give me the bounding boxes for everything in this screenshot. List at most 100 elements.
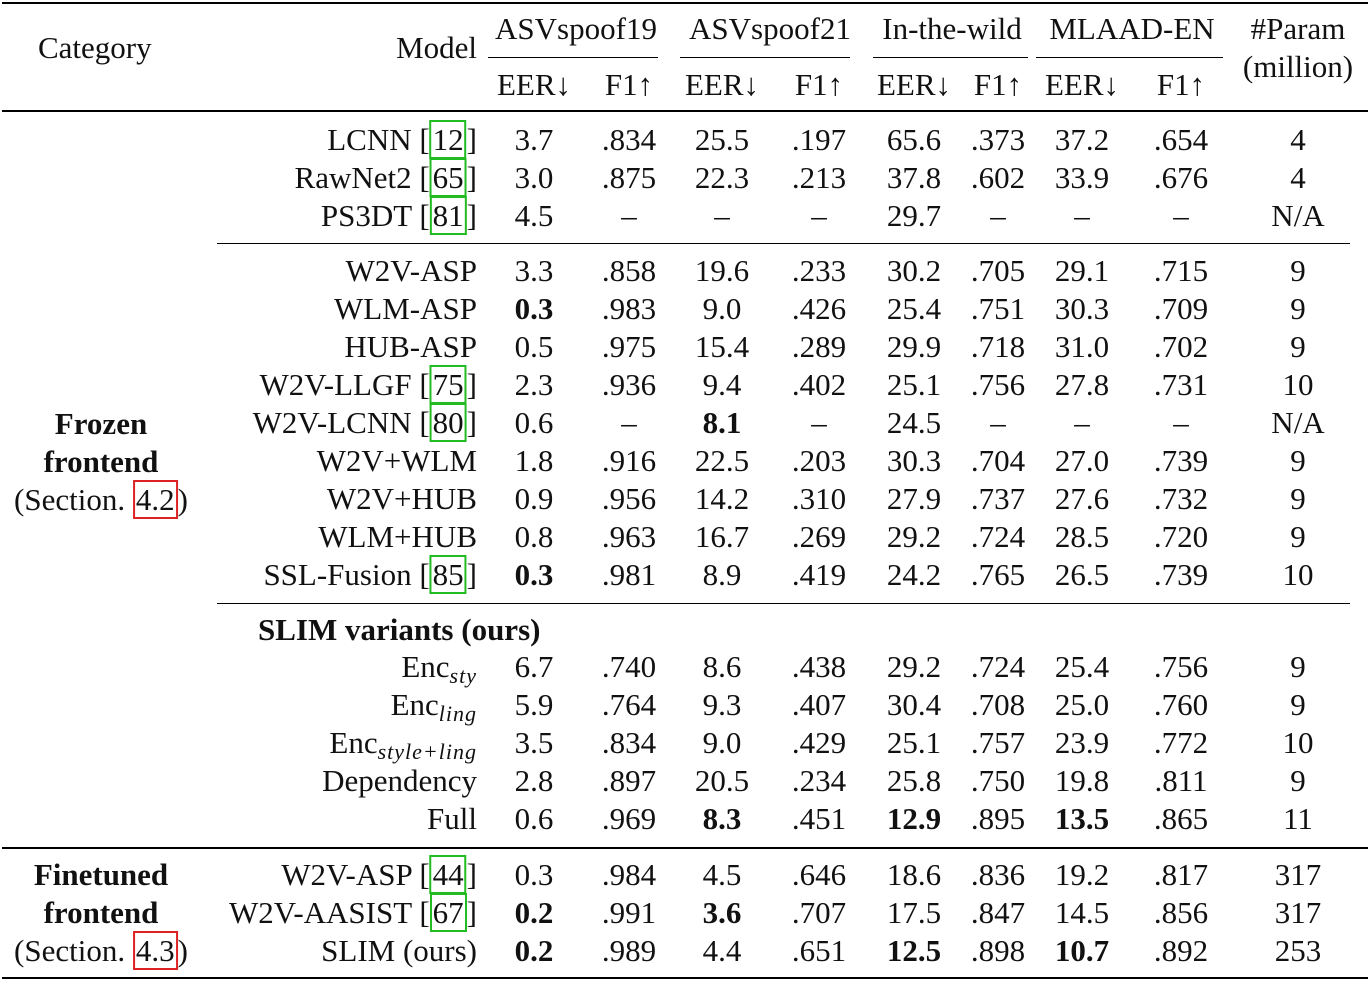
eer-cell: 9.4 <box>702 367 742 402</box>
model-name: Dependency <box>322 762 477 800</box>
eer-cell: 4.5 <box>702 857 742 892</box>
param-cell: 9 <box>1290 481 1306 516</box>
eer-cell: 0.3 <box>514 557 554 592</box>
citation-link[interactable]: 44 <box>429 855 467 894</box>
eer-cell: 29.2 <box>886 649 942 684</box>
citation-link[interactable]: 75 <box>429 365 467 404</box>
f1-cell: .373 <box>970 122 1026 157</box>
f1-cell: .731 <box>1153 367 1209 402</box>
eer-cell: 8.1 <box>702 405 742 440</box>
f1-cell: – <box>621 198 637 233</box>
finetuned-rule <box>2 847 1368 849</box>
f1-cell: .705 <box>970 253 1026 288</box>
dataset-underline <box>488 57 658 58</box>
eer-cell: 19.8 <box>1054 763 1110 798</box>
section-ref-link[interactable]: 4.2 <box>132 480 178 519</box>
dataset-underline <box>680 57 850 58</box>
model-label: W2V-LLGF [ <box>259 367 430 402</box>
eer-cell: 22.5 <box>694 443 750 478</box>
eer-cell: 0.8 <box>514 519 554 554</box>
f1-cell: .269 <box>791 519 847 554</box>
f1-cell: .858 <box>601 253 657 288</box>
eer-cell: 27.6 <box>1054 481 1110 516</box>
model-name: Encstyle+ling <box>329 724 477 764</box>
eer-cell: 22.3 <box>694 160 750 195</box>
model-label: SLIM (ours) <box>321 933 477 968</box>
param-cell: 4 <box>1290 160 1306 195</box>
citation-link[interactable]: 67 <box>429 893 467 932</box>
bottom-rule <box>2 977 1368 979</box>
eer-cell: 0.9 <box>514 481 554 516</box>
citation-bracket: ] <box>466 557 477 592</box>
f1-cell: .750 <box>970 763 1026 798</box>
model-name: W2V-LLGF [75] <box>259 365 477 404</box>
citation-link[interactable]: 85 <box>429 555 467 594</box>
f1-cell: – <box>1173 405 1189 440</box>
f1-cell: .402 <box>791 367 847 402</box>
eer-cell: 16.7 <box>694 519 750 554</box>
header-category: Category <box>38 30 152 65</box>
f1-cell: .984 <box>601 857 657 892</box>
eer-cell: 3.0 <box>514 160 554 195</box>
model-name: W2V-LCNN [80] <box>253 403 477 442</box>
model-label: PS3DT [ <box>320 198 430 233</box>
eer-cell: 29.9 <box>886 329 942 364</box>
section-ref-link[interactable]: 4.3 <box>132 931 178 970</box>
param-cell: 9 <box>1290 443 1306 478</box>
model-name: LCNN [12] <box>327 120 477 159</box>
eer-cell: 1.8 <box>514 443 554 478</box>
param-cell: 10 <box>1282 725 1314 760</box>
param-cell: 10 <box>1282 367 1314 402</box>
top-rule <box>2 2 1368 4</box>
eer-cell: 4.5 <box>514 198 554 233</box>
f1-cell: .740 <box>601 649 657 684</box>
param-cell: N/A <box>1271 198 1325 233</box>
header-eer: EER↓ <box>684 67 760 102</box>
f1-cell: .451 <box>791 801 847 836</box>
f1-cell: .429 <box>791 725 847 760</box>
model-label: W2V-AASIST [ <box>229 895 430 930</box>
f1-cell: .708 <box>970 687 1026 722</box>
header-eer: EER↓ <box>1044 67 1120 102</box>
citation-link[interactable]: 81 <box>429 196 467 235</box>
group-finetuned-section: (Section. 4.3) <box>14 931 188 970</box>
f1-cell: .834 <box>601 122 657 157</box>
f1-cell: – <box>990 405 1006 440</box>
model-name: SSL-Fusion [85] <box>263 555 477 594</box>
citation-link[interactable]: 12 <box>429 120 467 159</box>
model-label: SSL-Fusion [ <box>263 557 430 592</box>
eer-cell: 8.9 <box>702 557 742 592</box>
eer-cell: 26.5 <box>1054 557 1110 592</box>
citation-bracket: ] <box>466 367 477 402</box>
f1-cell: .213 <box>791 160 847 195</box>
eer-cell: 0.2 <box>514 895 554 930</box>
section-rule <box>217 243 1350 244</box>
eer-cell: 12.9 <box>886 801 942 836</box>
f1-cell: .811 <box>1154 763 1208 798</box>
eer-cell: 18.6 <box>886 857 942 892</box>
eer-cell: 25.5 <box>694 122 750 157</box>
f1-cell: .724 <box>970 649 1026 684</box>
eer-cell: 27.9 <box>886 481 942 516</box>
eer-cell: 25.0 <box>1054 687 1110 722</box>
citation-link[interactable]: 80 <box>429 403 467 442</box>
eer-cell: 19.6 <box>694 253 750 288</box>
f1-cell: .407 <box>791 687 847 722</box>
eer-cell: 4.4 <box>702 933 742 968</box>
model-name: WLM-ASP <box>334 290 477 328</box>
model-name: PS3DT [81] <box>320 196 477 235</box>
param-cell: 9 <box>1290 687 1306 722</box>
eer-cell: 8.3 <box>702 801 742 836</box>
f1-cell: .895 <box>970 801 1026 836</box>
f1-cell: .764 <box>601 687 657 722</box>
eer-cell: 9.3 <box>702 687 742 722</box>
f1-cell: .732 <box>1153 481 1209 516</box>
model-name: W2V-AASIST [67] <box>229 893 477 932</box>
model-label: RawNet2 [ <box>294 160 430 195</box>
param-cell: 253 <box>1274 933 1322 968</box>
param-cell: 4 <box>1290 122 1306 157</box>
model-subscript: sty <box>449 663 477 688</box>
header-model: Model <box>396 30 477 65</box>
eer-cell: 30.3 <box>886 443 942 478</box>
citation-link[interactable]: 65 <box>429 158 467 197</box>
